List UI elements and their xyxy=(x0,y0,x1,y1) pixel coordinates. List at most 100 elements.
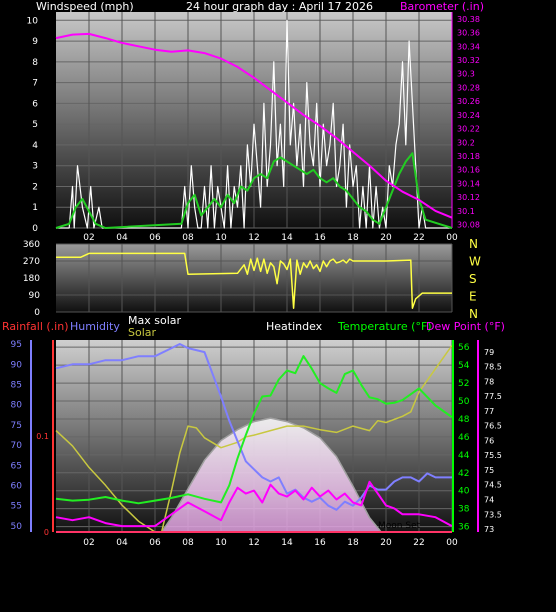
humidity-tick-label: 85 xyxy=(11,380,22,390)
humidity-tick-label: 65 xyxy=(11,461,22,471)
temperature-tick-label: 52 xyxy=(458,379,469,389)
barometer-tick-label: 30.08 xyxy=(457,221,480,230)
humidity-tick-label: 90 xyxy=(11,360,23,370)
wind-time-tick-label: 14 xyxy=(281,233,293,243)
temp-time-tick-label: 04 xyxy=(116,538,128,548)
direction-tick-label: 360 xyxy=(23,240,40,250)
wind-time-tick-label: 04 xyxy=(116,233,128,243)
humidity-tick-label: 95 xyxy=(11,340,22,350)
temp-time-tick-label: 12 xyxy=(248,538,259,548)
moon-set-label: Moon Set xyxy=(378,521,421,531)
average-wind-line xyxy=(55,152,453,229)
solar-radiation-area xyxy=(56,418,382,532)
barometer-tick-label: 30.12 xyxy=(457,193,480,202)
max-solar-line xyxy=(160,417,382,533)
dew-point-tick-label: 75 xyxy=(484,466,494,475)
dew-point-tick-label: 76.5 xyxy=(484,422,502,431)
temp-time-tick-label: 20 xyxy=(380,538,392,548)
temp-time-tick-label: 00 xyxy=(446,538,458,548)
graph-title: 24 hour graph day : April 17 2026 xyxy=(186,0,373,13)
wind-time-tick-label: 08 xyxy=(182,233,194,243)
barometer-tick-label: 30.1 xyxy=(457,207,475,216)
temperature-tick-label: 48 xyxy=(458,415,470,425)
wind-panel-grid xyxy=(56,12,453,229)
temperature-tick-label: 46 xyxy=(458,433,470,443)
windspeed-tick-label: 7 xyxy=(32,79,38,89)
windspeed-tick-label: 6 xyxy=(32,99,38,109)
dew-point-tick-label: 76 xyxy=(484,436,494,445)
barometer-tick-label: 30.14 xyxy=(457,179,480,188)
temp-panel-axes: 50 55 60 65 70 75 80 85 90 95 0 0.1 36 38 40 42 44 46 48 50… xyxy=(11,340,502,537)
temperature-tick-label: 56 xyxy=(458,343,470,353)
dew-point-tick-label: 79 xyxy=(484,348,494,357)
windspeed-tick-label: 9 xyxy=(32,37,38,47)
wind-time-tick-label: 02 xyxy=(83,233,94,243)
temperature-axis-title: Temperature (°F) xyxy=(337,320,432,333)
humidity-tick-label: 55 xyxy=(11,502,22,512)
barometer-tick-label: 30.36 xyxy=(457,29,480,38)
compass-label: W xyxy=(469,255,481,269)
solar-area xyxy=(56,418,382,532)
dew-point-tick-label: 73.5 xyxy=(484,510,502,519)
humidity-tick-label: 75 xyxy=(11,421,22,431)
barometer-tick-label: 30.24 xyxy=(457,111,480,120)
windspeed-tick-label: 10 xyxy=(27,16,39,26)
humidity-tick-label: 60 xyxy=(11,482,23,492)
windspeed-tick-label: 0 xyxy=(32,224,38,234)
rainfall-tick-label: 0 xyxy=(44,528,49,537)
temperature-tick-label: 54 xyxy=(458,361,470,371)
barometer-line xyxy=(55,32,453,219)
compass-label: E xyxy=(469,290,477,304)
barometer-tick-label: 30.38 xyxy=(457,15,480,24)
max-solar-legend: Max solar xyxy=(128,314,181,327)
windspeed-tick-label: 4 xyxy=(32,141,38,151)
windspeed-tick-label: 2 xyxy=(32,182,38,192)
wind-time-tick-label: 18 xyxy=(347,233,359,243)
humidity-line xyxy=(55,343,452,511)
rainfall-axis-title: Rainfall (.in) xyxy=(2,320,69,333)
dew-point-tick-label: 73 xyxy=(484,525,494,534)
barometer-tick-label: 30.3 xyxy=(457,70,475,79)
barometer-tick-label: 30.18 xyxy=(457,152,480,161)
windspeed-axis: 0 1 2 3 4 5 6 7 8 9 10 xyxy=(27,16,39,234)
windspeed-tick-label: 8 xyxy=(32,58,38,68)
temperature-tick-label: 42 xyxy=(458,469,469,479)
dew-point-tick-label: 74 xyxy=(484,496,494,505)
wind-time-tick-label: 00 xyxy=(446,233,458,243)
temp-time-tick-label: 22 xyxy=(413,538,424,548)
wind-time-tick-label: 10 xyxy=(215,233,227,243)
temperature-tick-label: 50 xyxy=(458,397,470,407)
wind-time-tick-label: 16 xyxy=(314,233,326,243)
dew-point-axis-title: Dew Point (°F) xyxy=(426,320,505,333)
direction-tick-label: 270 xyxy=(23,257,40,267)
humidity-tick-label: 50 xyxy=(11,522,23,532)
direction-tick-label: 180 xyxy=(23,274,40,284)
temp-time-tick-label: 10 xyxy=(215,538,227,548)
wind-time-axis: 02 04 06 08 10 12 14 16 18 20 22 00 xyxy=(83,233,458,243)
dew-point-tick-label: 77.5 xyxy=(484,392,502,401)
humidity-axis-title: Humidity xyxy=(70,320,120,333)
temp-time-tick-label: 16 xyxy=(314,538,326,548)
solar-legend: Solar xyxy=(128,326,157,339)
direction-axis: 0 90 180 270 360 xyxy=(23,240,40,318)
temp-time-tick-label: 08 xyxy=(182,538,194,548)
barometer-tick-label: 30.26 xyxy=(457,97,480,106)
dew-point-tick-label: 75.5 xyxy=(484,451,502,460)
humidity-tick-label: 70 xyxy=(11,441,23,451)
dew-point-tick-label: 78 xyxy=(484,377,494,386)
temp-time-tick-label: 18 xyxy=(347,538,359,548)
direction-panel-series xyxy=(56,252,452,309)
compass-label: S xyxy=(469,272,477,286)
temp-time-tick-label: 02 xyxy=(83,538,94,548)
direction-panel-grid xyxy=(56,243,453,313)
barometer-axis-title: Barometer (.in) xyxy=(400,0,484,13)
windspeed-tick-label: 1 xyxy=(32,203,38,213)
compass-label: N xyxy=(469,307,478,321)
temp-time-axis: 02 04 06 08 10 12 14 16 18 20 22 00 xyxy=(83,538,458,548)
barometer-tick-label: 30.16 xyxy=(457,166,480,175)
wind-time-tick-label: 20 xyxy=(380,233,392,243)
barometer-tick-label: 30.22 xyxy=(457,125,480,134)
dew-point-line xyxy=(55,480,453,528)
